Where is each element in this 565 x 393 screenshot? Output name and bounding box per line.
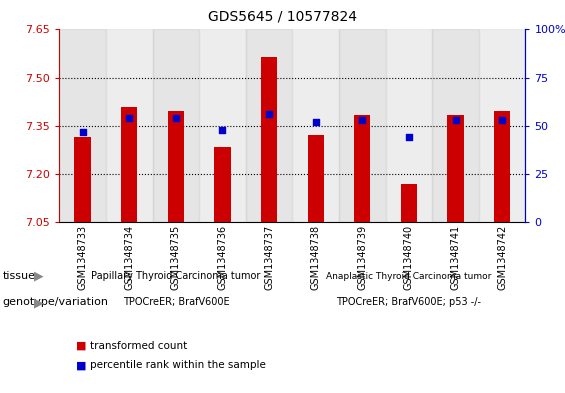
- Text: TPOCreER; BrafV600E; p53 -/-: TPOCreER; BrafV600E; p53 -/-: [336, 298, 481, 307]
- Text: Anaplastic Thyroid Carcinoma tumor: Anaplastic Thyroid Carcinoma tumor: [326, 272, 492, 281]
- Bar: [293, 29, 339, 222]
- Point: [498, 117, 507, 123]
- Text: ■: ■: [76, 341, 87, 351]
- Point: [264, 111, 273, 118]
- Point: [405, 134, 414, 140]
- Point: [78, 129, 87, 135]
- Text: genotype/variation: genotype/variation: [3, 298, 109, 307]
- Bar: [59, 29, 106, 222]
- Text: transformed count: transformed count: [90, 341, 188, 351]
- Bar: [246, 29, 293, 222]
- Text: GDS5645 / 10577824: GDS5645 / 10577824: [208, 10, 357, 24]
- Point: [451, 117, 460, 123]
- Bar: [214, 147, 231, 222]
- Text: ▶: ▶: [33, 270, 44, 283]
- Bar: [494, 111, 510, 222]
- Text: Papillary Thyroid Carcinoma tumor: Papillary Thyroid Carcinoma tumor: [91, 271, 260, 281]
- Point: [218, 127, 227, 133]
- Bar: [75, 137, 91, 222]
- Text: ■: ■: [76, 360, 87, 371]
- Text: tissue: tissue: [3, 271, 36, 281]
- Point: [171, 115, 180, 121]
- Bar: [199, 29, 246, 222]
- Bar: [447, 114, 464, 222]
- Text: ▶: ▶: [33, 296, 44, 309]
- Bar: [386, 29, 432, 222]
- Bar: [339, 29, 386, 222]
- Bar: [153, 29, 199, 222]
- Bar: [307, 135, 324, 222]
- Point: [311, 119, 320, 125]
- Bar: [354, 114, 371, 222]
- Point: [125, 115, 134, 121]
- Point: [358, 117, 367, 123]
- Bar: [432, 29, 479, 222]
- Text: TPOCreER; BrafV600E: TPOCreER; BrafV600E: [123, 298, 229, 307]
- Text: percentile rank within the sample: percentile rank within the sample: [90, 360, 266, 371]
- Bar: [479, 29, 525, 222]
- Bar: [168, 111, 184, 222]
- Bar: [106, 29, 153, 222]
- Bar: [401, 184, 417, 222]
- Bar: [121, 107, 137, 222]
- Bar: [261, 57, 277, 222]
